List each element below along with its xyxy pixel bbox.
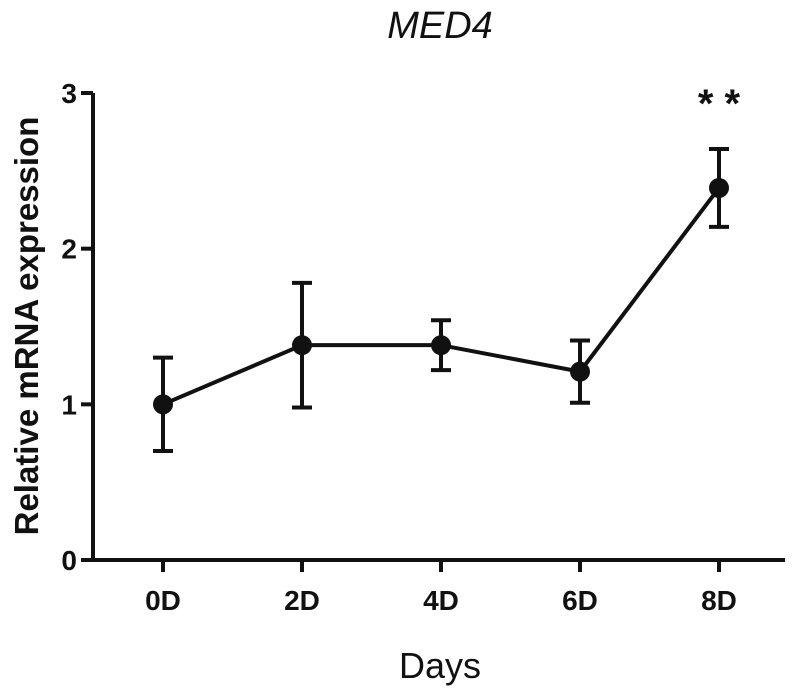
data-point	[431, 335, 451, 356]
x-tick-label: 8D	[701, 585, 737, 616]
data-point	[153, 394, 173, 415]
x-tick-label: 0D	[145, 585, 181, 616]
data-marks: * *	[153, 82, 741, 454]
data-point	[292, 335, 312, 356]
significance-annotation: * *	[698, 82, 741, 126]
y-tick-label: 3	[61, 78, 77, 109]
axes: 0 1 2 3 0D 2D 4D 6D 8D	[61, 78, 785, 616]
x-tick-label: 6D	[562, 585, 598, 616]
y-tick-label: 1	[61, 389, 77, 420]
chart-title: MED4	[387, 5, 493, 47]
y-tick-label: 0	[61, 545, 77, 576]
data-point	[570, 361, 590, 382]
x-tick-label: 2D	[284, 585, 320, 616]
y-tick-label: 2	[61, 234, 77, 265]
x-axis-label: Days	[399, 645, 481, 686]
y-axis-label: Relative mRNA expression	[8, 117, 45, 536]
x-tick-label: 4D	[423, 585, 459, 616]
data-point	[709, 177, 729, 198]
